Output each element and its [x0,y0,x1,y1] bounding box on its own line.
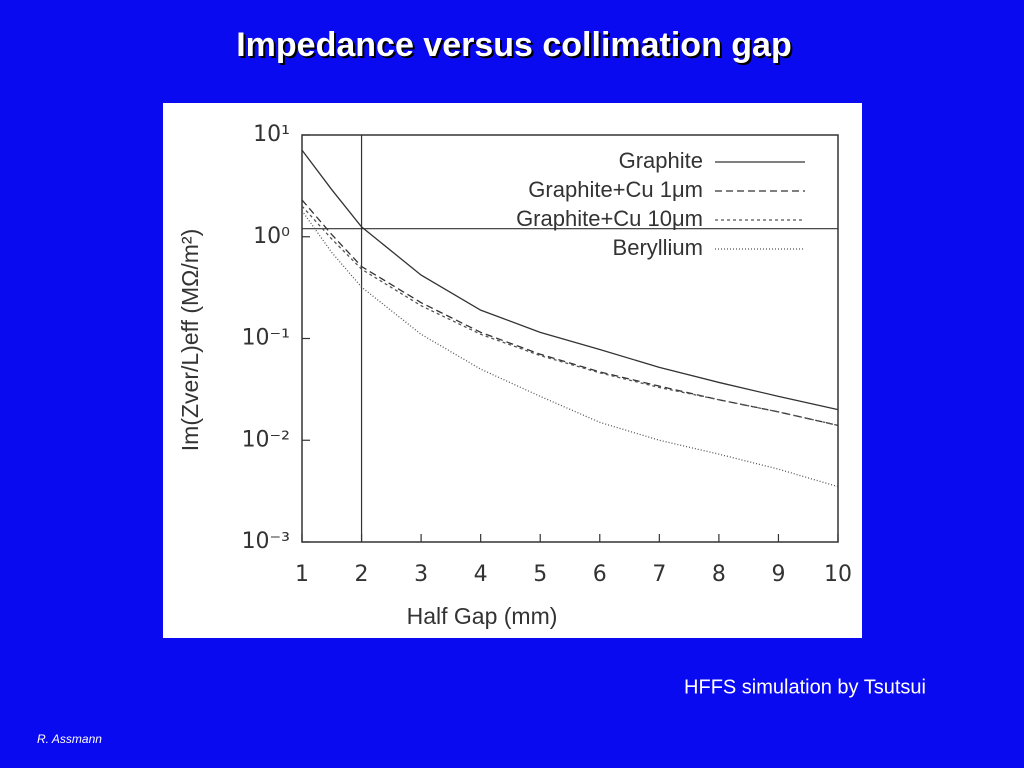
y-tick-label: 10⁻³ [242,529,290,554]
y-tick-label: 10¹ [253,122,290,147]
x-axis-label: Half Gap (mm) [407,603,558,629]
legend-label: Beryllium [613,235,703,260]
x-tick-label: 3 [414,562,428,587]
y-tick-label: 10⁰ [253,224,290,249]
x-tick-label: 10 [824,562,852,587]
y-axis-label: Im(Zver/L)eff (MΩ/m²) [177,229,203,451]
x-tick-label: 7 [652,562,666,587]
x-tick-label: 8 [712,562,726,587]
y-tick-label: 10⁻¹ [242,326,290,351]
x-tick-label: 1 [295,562,309,587]
series-line [301,149,839,411]
x-tick-label: 6 [593,562,607,587]
legend-label: Graphite [619,148,703,173]
x-tick-label: 4 [474,562,488,587]
y-tick-label: 10⁻² [242,427,290,452]
series-line [301,205,839,427]
legend-label: Graphite+Cu 1μm [528,177,703,202]
caption: HFFS simulation by Tsutsui [684,676,926,698]
series-line [301,210,839,488]
legend-label: Graphite+Cu 10μm [516,206,703,231]
x-tick-label: 2 [355,562,369,587]
chart-panel [163,103,862,638]
slide-title: Impedance versus collimation gap [236,26,792,64]
title-shadow: Impedance versus collimation gap [238,28,794,66]
x-tick-label: 9 [771,562,785,587]
footer: R. Assmann [37,732,102,746]
x-tick-label: 5 [533,562,547,587]
series-line [301,199,839,427]
